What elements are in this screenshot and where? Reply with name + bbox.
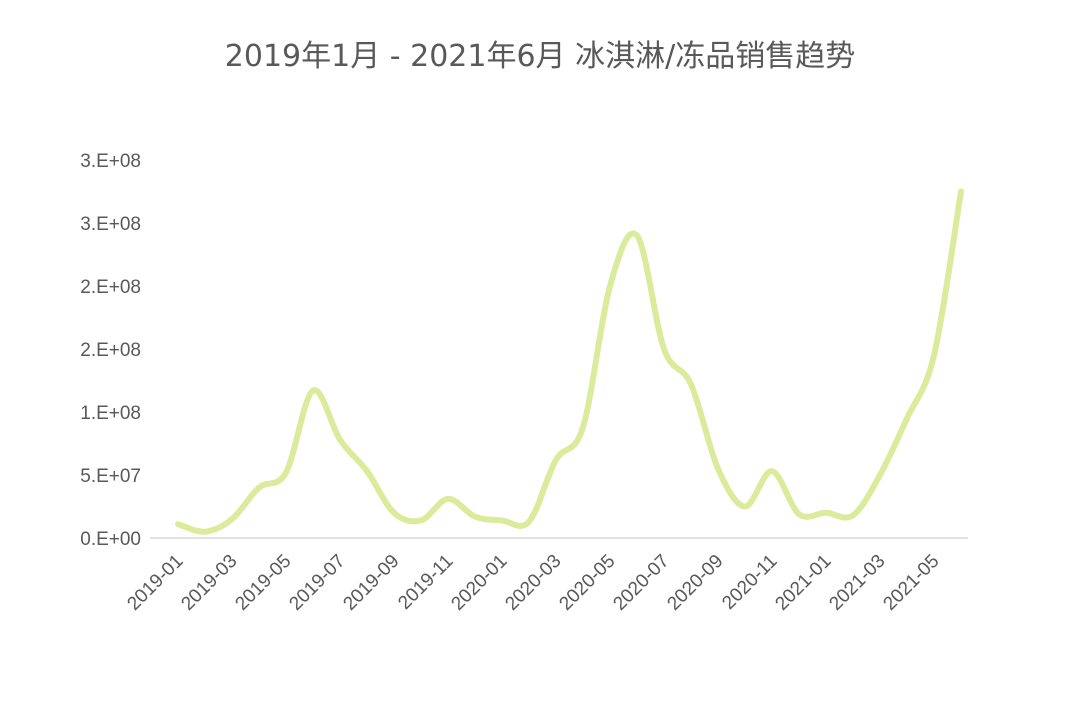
y-tick-label: 5.E+07 xyxy=(80,466,141,487)
x-tick-label: 2020-11 xyxy=(718,551,781,614)
x-tick-label: 2019-01 xyxy=(123,551,187,615)
data-point xyxy=(877,472,883,478)
series-group xyxy=(175,188,964,535)
data-point xyxy=(850,512,856,518)
data-point xyxy=(553,457,559,463)
data-point xyxy=(931,352,937,358)
x-tick-label: 2020-01 xyxy=(447,551,511,615)
x-tick-label: 2021-03 xyxy=(825,551,889,615)
x-tick-label: 2020-05 xyxy=(555,551,619,615)
data-point xyxy=(256,485,262,491)
x-tick-label: 2019-09 xyxy=(339,551,403,615)
data-point xyxy=(904,415,910,421)
y-tick-label: 1.E+08 xyxy=(80,403,141,424)
x-tick-label: 2021-05 xyxy=(879,551,943,615)
data-point xyxy=(580,424,586,430)
y-tick-label: 2.E+08 xyxy=(80,277,141,298)
data-point xyxy=(175,521,181,527)
series-line xyxy=(175,188,964,535)
data-point xyxy=(445,496,451,502)
x-tick-labels: 2019-012019-032019-052019-072019-092019-… xyxy=(123,551,943,615)
y-tick-label: 0.E+00 xyxy=(80,529,141,550)
data-point xyxy=(391,510,397,516)
data-point xyxy=(364,468,370,474)
data-point xyxy=(715,466,721,472)
data-point xyxy=(661,346,667,352)
x-tick-label: 2019-11 xyxy=(394,551,457,614)
x-tick-label: 2020-03 xyxy=(501,551,565,615)
chart-title: 2019年1月 - 2021年6月 冰淇淋/冻品销售趋势 xyxy=(225,39,855,74)
x-tick-label: 2019-05 xyxy=(231,551,295,615)
data-point xyxy=(769,468,775,474)
x-tick-label: 2019-07 xyxy=(285,551,349,615)
data-point xyxy=(499,517,505,523)
x-tick-label: 2021-01 xyxy=(771,551,835,615)
data-point xyxy=(607,283,613,289)
y-tick-label: 2.E+08 xyxy=(80,340,141,361)
y-tick-labels: 0.E+00 5.E+07 1.E+08 2.E+08 2.E+08 3.E+08 3.E+… xyxy=(80,151,141,550)
data-point xyxy=(796,511,802,517)
y-tick-label: 3.E+08 xyxy=(80,214,141,235)
x-tick-label: 2020-07 xyxy=(609,551,673,615)
y-tick-label: 3.E+08 xyxy=(80,151,141,172)
data-point xyxy=(688,381,694,387)
data-point xyxy=(958,189,964,195)
data-point xyxy=(472,514,478,520)
x-tick-label: 2019-03 xyxy=(177,551,241,615)
data-point xyxy=(742,504,748,510)
data-point xyxy=(418,517,424,523)
data-point xyxy=(310,388,316,394)
data-point xyxy=(823,510,829,516)
data-point xyxy=(229,516,235,522)
data-point xyxy=(526,519,532,525)
data-point xyxy=(337,437,343,443)
data-point xyxy=(634,233,640,239)
data-point xyxy=(202,529,208,535)
data-point xyxy=(283,470,289,476)
x-tick-label: 2020-09 xyxy=(663,551,727,615)
